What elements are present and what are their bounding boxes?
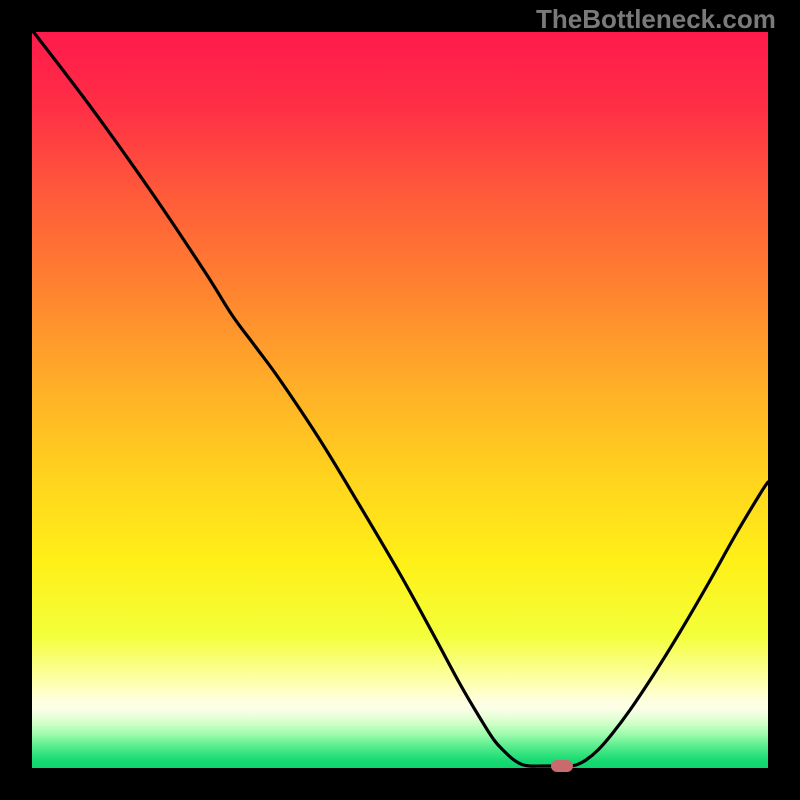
bottleneck-chart — [0, 0, 800, 800]
watermark-text: TheBottleneck.com — [536, 4, 776, 35]
gradient-background — [32, 32, 768, 768]
optimal-marker — [551, 760, 573, 772]
